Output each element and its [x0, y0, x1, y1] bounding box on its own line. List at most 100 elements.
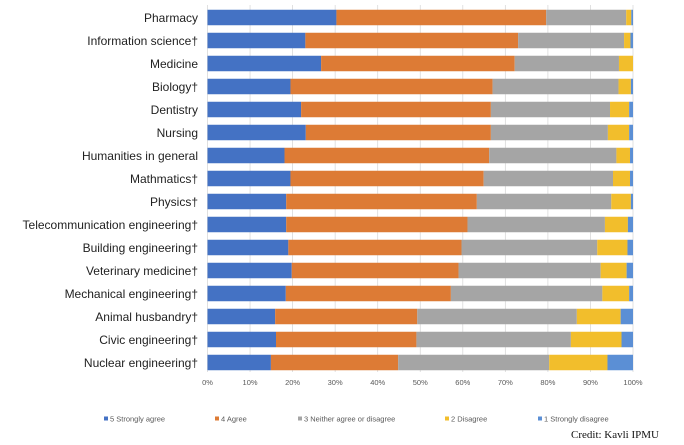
bar-segment-5-strongly-agree	[207, 193, 287, 210]
bar-segment-5-strongly-agree	[207, 147, 285, 164]
legend-item: 5 Strongly agree	[104, 415, 165, 424]
x-axis-tick-labels: 0% 10% 20% 30% 40% 50% 60% 70% 80% 90% 100%	[202, 378, 643, 387]
legend-item: 1 Strongly disagree	[538, 415, 609, 424]
bar-row	[207, 193, 633, 210]
bar-segment-2-disagree	[618, 78, 631, 95]
bar-segment-2-disagree	[624, 32, 631, 49]
bar-segment-4-agree	[305, 32, 519, 49]
bar-segment-3-neither-agree-or-disagree	[467, 216, 605, 233]
bar-segment-4-agree	[336, 9, 547, 26]
bar-segment-4-agree	[288, 239, 462, 256]
bar-segment-2-disagree	[549, 354, 608, 371]
bar-row	[207, 285, 633, 302]
bar-segment-1-strongly-disagree	[629, 124, 633, 141]
bar-segment-1-strongly-disagree	[630, 147, 633, 164]
bar-segment-3-neither-agree-or-disagree	[417, 308, 577, 325]
legend: 5 Strongly agree 4 Agree 3 Neither agree o…	[104, 415, 609, 424]
bar-segment-5-strongly-agree	[207, 331, 277, 348]
bar-segment-4-agree	[286, 193, 477, 210]
bar-segment-3-neither-agree-or-disagree	[489, 147, 617, 164]
bar-segment-2-disagree	[607, 124, 630, 141]
category-label: Humanities in general	[82, 149, 198, 163]
bar-segment-2-disagree	[626, 9, 632, 26]
bar-segment-3-neither-agree-or-disagree	[492, 78, 619, 95]
x-tick-label: 50%	[413, 378, 428, 387]
legend-swatch	[445, 416, 449, 421]
bar-segment-5-strongly-agree	[207, 285, 286, 302]
bar-segment-3-neither-agree-or-disagree	[483, 170, 614, 187]
bar-row	[207, 170, 633, 187]
bar-segment-3-neither-agree-or-disagree	[416, 331, 571, 348]
bar-row	[207, 308, 633, 325]
bar-segment-5-strongly-agree	[207, 78, 291, 95]
category-label: Telecommunication engineering†	[23, 218, 198, 232]
bar-segment-4-agree	[290, 78, 493, 95]
legend-swatch	[215, 416, 219, 421]
bar-segment-2-disagree	[570, 331, 622, 348]
bar-segment-1-strongly-disagree	[621, 331, 633, 348]
category-label: Dentistry	[151, 103, 198, 117]
bar-segment-2-disagree	[613, 170, 631, 187]
bar-row	[207, 78, 633, 95]
bar-segment-3-neither-agree-or-disagree	[514, 55, 619, 72]
bar-segment-2-disagree	[611, 193, 631, 210]
bar-row	[207, 262, 633, 279]
bar-segment-5-strongly-agree	[207, 354, 271, 371]
x-tick-label: 80%	[540, 378, 555, 387]
legend-item: 4 Agree	[215, 415, 247, 424]
bar-segment-5-strongly-agree	[207, 216, 287, 233]
bar-segment-1-strongly-disagree	[607, 354, 633, 371]
legend-item: 2 Disagree	[445, 415, 487, 424]
bar-segment-1-strongly-disagree	[620, 308, 633, 325]
bar-segment-4-agree	[276, 331, 417, 348]
bar-segment-3-neither-agree-or-disagree	[546, 9, 627, 26]
bar-segment-2-disagree	[604, 216, 628, 233]
legend-label: 5 Strongly agree	[110, 415, 165, 424]
bar-segment-2-disagree	[602, 285, 630, 302]
category-label: Civic engineering†	[99, 333, 198, 347]
x-tick-label: 10%	[243, 378, 258, 387]
bar-segment-4-agree	[321, 55, 515, 72]
bar-segment-5-strongly-agree	[207, 170, 291, 187]
bar-segment-1-strongly-disagree	[630, 32, 633, 49]
credit-text: Credit: Kavli IPMU	[571, 429, 659, 441]
bar-segment-2-disagree	[600, 262, 627, 279]
x-tick-label: 100%	[623, 378, 643, 387]
bar-segment-4-agree	[305, 124, 491, 141]
bar-row	[207, 354, 633, 371]
bar-segment-4-agree	[286, 216, 468, 233]
category-label: Pharmacy	[144, 11, 198, 25]
bar-row	[207, 124, 633, 141]
category-labels: Pharmacy Information science† Medicine Biol…	[23, 11, 199, 370]
bar-segment-4-agree	[290, 170, 484, 187]
x-tick-label: 30%	[328, 378, 343, 387]
bar-segment-4-agree	[270, 354, 399, 371]
x-tick-label: 40%	[370, 378, 385, 387]
bar-segment-5-strongly-agree	[207, 124, 306, 141]
bar-row	[207, 216, 633, 233]
category-label: Building engineering†	[83, 241, 198, 255]
legend-label: 3 Neither agree or disagree	[304, 415, 395, 424]
x-tick-label: 0%	[202, 378, 213, 387]
category-label: Veterinary medicine†	[86, 264, 198, 278]
category-label: Biology†	[152, 80, 198, 94]
bar-segment-2-disagree	[576, 308, 621, 325]
bar-segment-1-strongly-disagree	[629, 101, 633, 118]
bar-segment-4-agree	[301, 101, 491, 118]
bar-segment-3-neither-agree-or-disagree	[518, 32, 625, 49]
bar-row	[207, 101, 633, 118]
category-label: Nuclear engineering†	[84, 356, 198, 370]
bar-row	[207, 147, 633, 164]
bar-segment-3-neither-agree-or-disagree	[490, 101, 611, 118]
bar-segment-4-agree	[275, 308, 418, 325]
bar-segment-5-strongly-agree	[207, 308, 276, 325]
bar-row	[207, 239, 633, 256]
bar-segment-5-strongly-agree	[207, 262, 292, 279]
bar-row	[207, 9, 633, 26]
bar-segment-5-strongly-agree	[207, 239, 289, 256]
legend-label: 1 Strongly disagree	[544, 415, 609, 424]
category-label: Medicine	[150, 57, 198, 71]
bar-segment-2-disagree	[618, 55, 633, 72]
category-label: Physics†	[150, 195, 198, 209]
